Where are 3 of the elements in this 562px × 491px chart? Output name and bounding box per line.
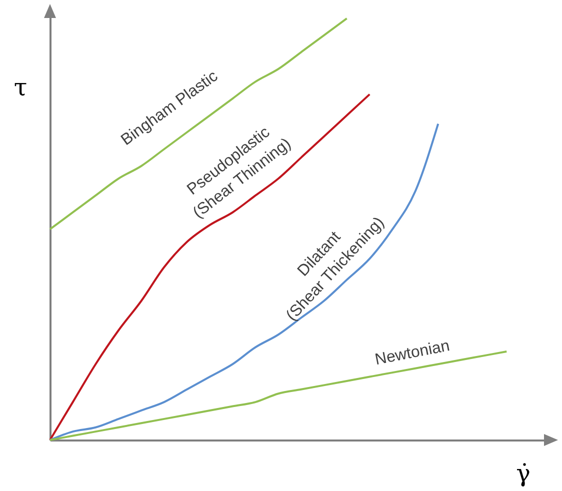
x-axis-title: γ̇ [516,460,530,488]
text: Newtonian [374,338,452,369]
y-axis-title: τ [14,74,28,102]
